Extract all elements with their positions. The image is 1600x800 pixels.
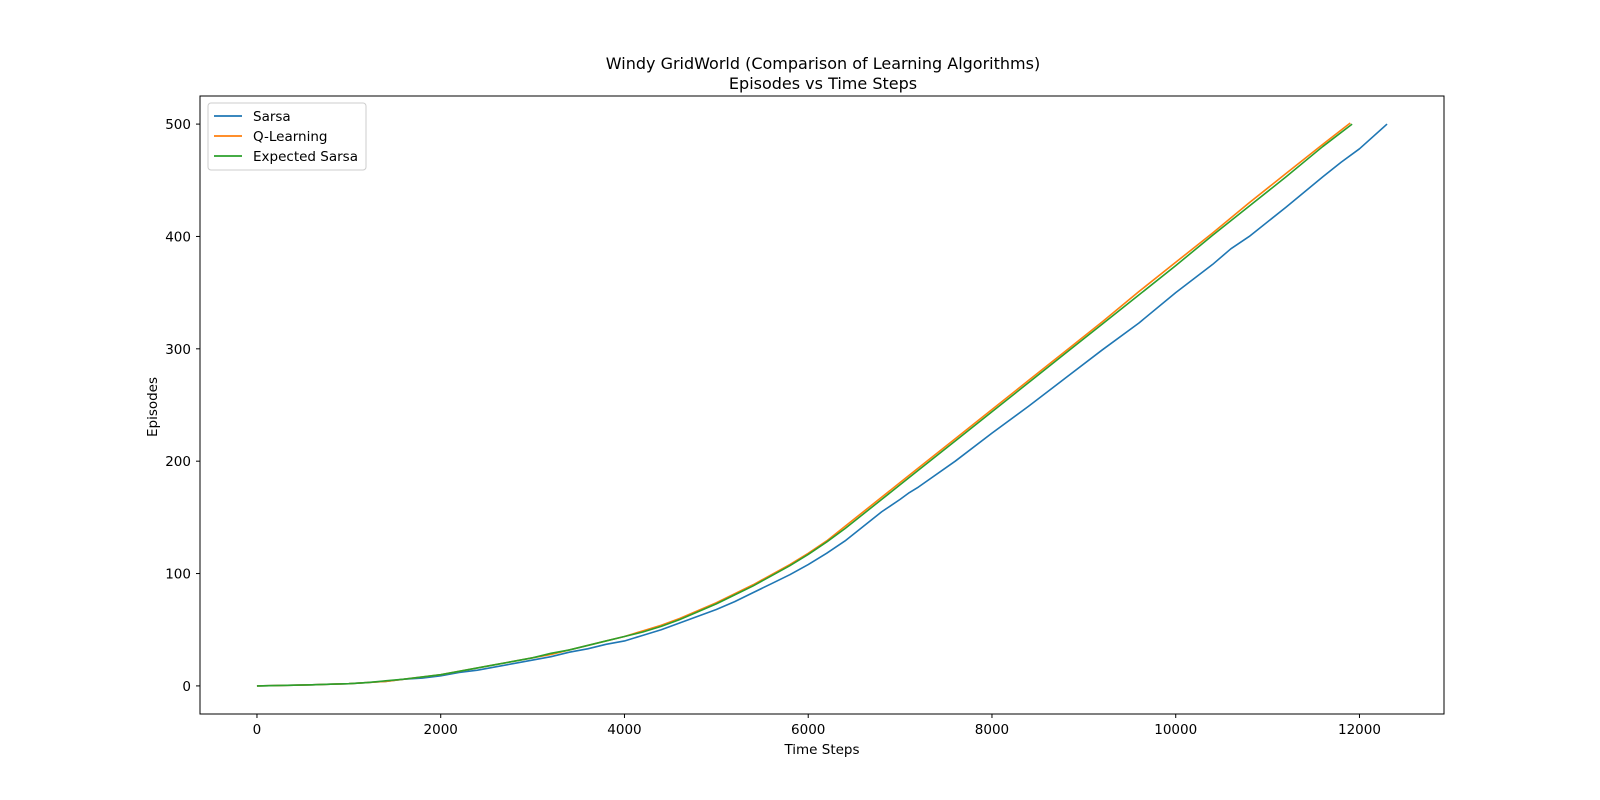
x-tick-label: 12000 [1338,722,1381,738]
y-tick-label: 100 [165,567,191,583]
x-tick-label: 4000 [607,722,641,738]
y-tick-label: 0 [182,679,191,695]
legend-entries: Sarsa Q-Learning Expected Sarsa [214,109,358,165]
legend-label: Expected Sarsa [253,149,358,165]
plot-lines [256,122,1388,687]
y-tick-label: 300 [165,342,191,358]
x-tick-label: 2000 [424,722,458,738]
x-tick-label: 6000 [791,722,825,738]
y-tick-label: 500 [165,117,191,133]
x-tick-label: 10000 [1154,722,1197,738]
y-tick-label: 400 [165,229,191,245]
series-line-expected-sarsa [256,123,1353,687]
legend-label: Sarsa [253,109,291,125]
x-axis: 0 2000 4000 6000 8000 10000 12000 [253,714,1381,738]
x-axis-label: Time Steps [783,742,859,758]
x-tick-label: 0 [253,722,262,738]
y-axis: 0 100 200 300 400 500 [165,117,200,695]
legend-label: Q-Learning [253,129,327,145]
x-tick-label: 8000 [975,722,1009,738]
chart-subtitle: Episodes vs Time Steps [729,74,917,93]
legend: Sarsa Q-Learning Expected Sarsa [207,102,367,171]
plot-frame [199,95,1445,715]
legend-box [207,102,367,171]
y-axis-label: Episodes [145,377,161,437]
chart-title: Windy GridWorld (Comparison of Learning … [606,54,1040,73]
y-tick-label: 200 [165,454,191,470]
